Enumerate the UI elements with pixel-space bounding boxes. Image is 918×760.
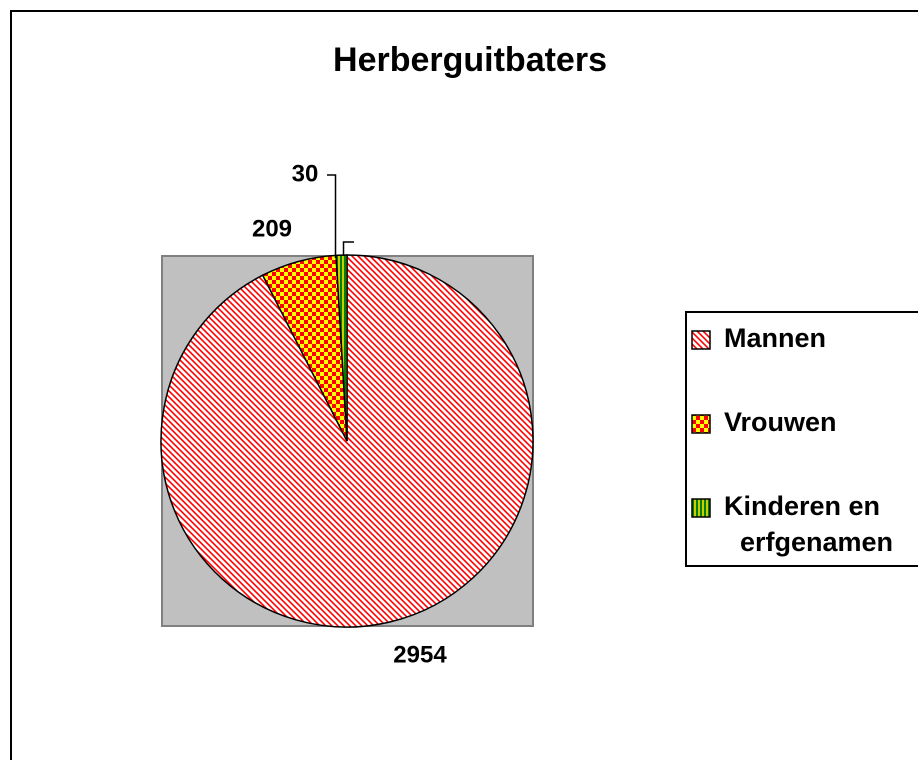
legend-label: Mannen [724, 323, 826, 353]
legend-label: Kinderen en erfgenamen [724, 491, 893, 557]
legend-swatch [691, 498, 711, 518]
data-label: 209 [252, 215, 292, 242]
chart-title: Herberguitbaters [333, 41, 607, 79]
leader-line [327, 174, 337, 258]
leader-line [342, 241, 354, 256]
data-label: 30 [292, 160, 319, 187]
legend-swatch [691, 414, 711, 434]
legend-swatch [691, 330, 711, 350]
data-label: 2954 [393, 641, 447, 668]
legend-label: Vrouwen [724, 407, 837, 437]
legend [685, 311, 918, 567]
legend-items: Mannen Vrouwen Kinderen en erfgenamen [691, 323, 893, 557]
